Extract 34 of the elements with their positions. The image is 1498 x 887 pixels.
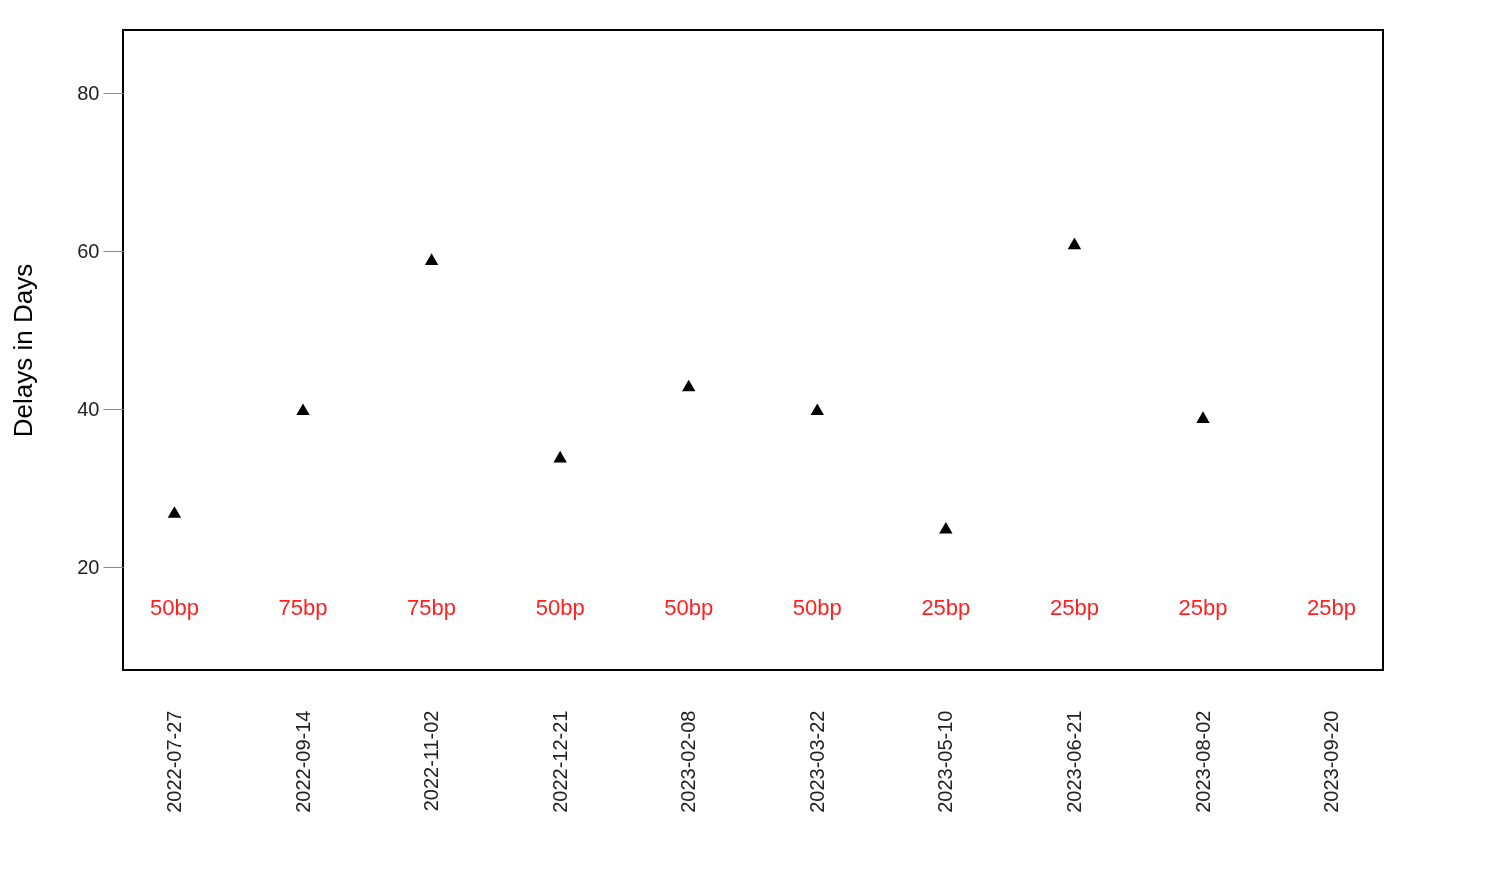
x-tick-label: 2023-06-21 <box>1062 710 1085 813</box>
x-tick-label: 2022-12-21 <box>548 710 571 813</box>
x-tick-label: 2022-07-27 <box>162 710 185 813</box>
y-axis-title: Delays in Days <box>8 263 39 438</box>
annotation: 25bp <box>921 595 971 620</box>
point <box>424 253 439 265</box>
y-tick-label: 20 <box>77 555 100 578</box>
y-tick-label: 40 <box>77 397 100 420</box>
annotation: 50bp <box>535 595 585 620</box>
annotation: 50bp <box>792 595 842 620</box>
annotation: 50bp <box>664 595 714 620</box>
x-tick-label: 2022-09-14 <box>291 710 314 813</box>
point <box>1067 237 1082 250</box>
point <box>1196 411 1210 423</box>
annotation: 75bp <box>278 595 328 620</box>
point <box>167 506 182 518</box>
x-tick-label: 2023-02-08 <box>677 710 700 813</box>
point <box>682 379 696 392</box>
x-tick-label: 2023-08-02 <box>1191 710 1214 813</box>
x-tick-label: 2023-09-20 <box>1320 710 1343 813</box>
annotation: 50bp <box>149 595 199 620</box>
y-tick-label: 60 <box>77 239 100 262</box>
annotation: 25bp <box>1178 595 1228 620</box>
point <box>810 403 824 416</box>
x-tick-label: 2023-03-22 <box>805 710 828 813</box>
annotation: 25bp <box>1307 595 1357 620</box>
point <box>553 450 567 463</box>
point <box>939 521 953 534</box>
x-tick-label: 2022-11-02 <box>420 710 443 812</box>
x-tick-label: 2023-05-10 <box>934 710 957 813</box>
annotation: 25bp <box>1049 595 1099 620</box>
point <box>296 403 310 416</box>
annotation: 75bp <box>407 595 457 620</box>
y-tick-label: 80 <box>77 81 100 104</box>
